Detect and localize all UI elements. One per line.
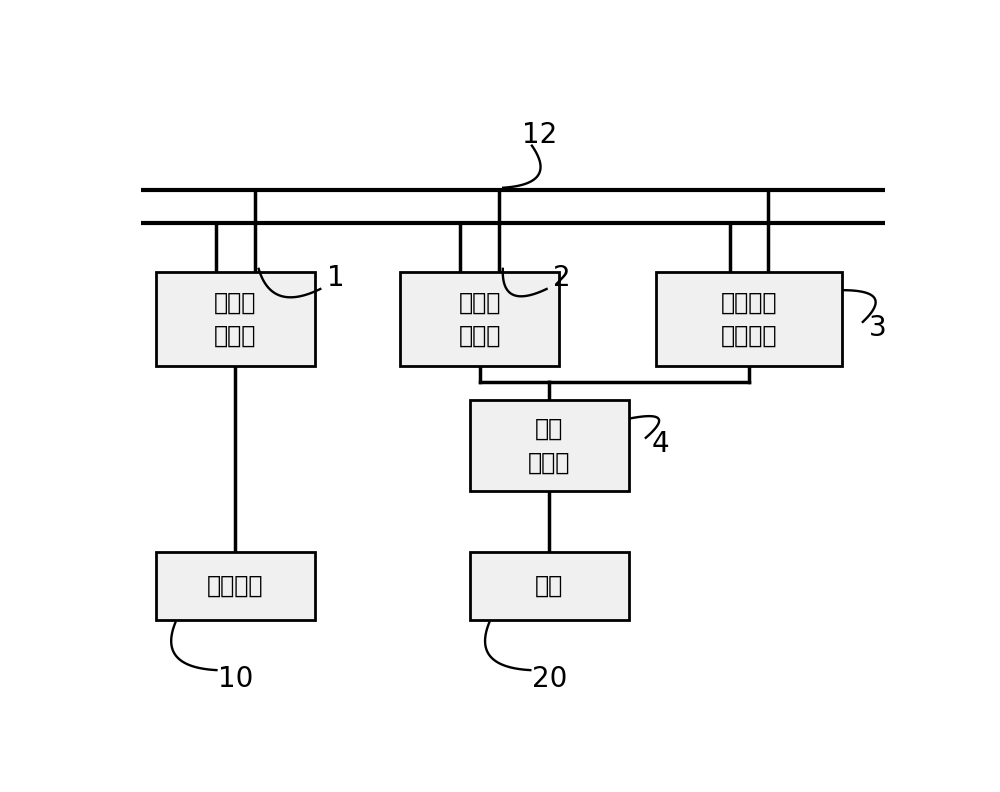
Bar	[156, 272, 315, 367]
Text: 移动终端: 移动终端	[207, 574, 264, 598]
Text: 4: 4	[652, 430, 670, 458]
Text: 座椅状态
检测单元: 座椅状态 检测单元	[721, 291, 777, 348]
Text: 座椅
控制器: 座椅 控制器	[528, 417, 570, 474]
Bar	[656, 272, 842, 367]
Text: 座椅控
制模块: 座椅控 制模块	[458, 291, 501, 348]
Text: 座椅: 座椅	[535, 574, 563, 598]
Text: 12: 12	[522, 120, 557, 149]
Text: 车身控
制模块: 车身控 制模块	[214, 291, 257, 348]
Text: 3: 3	[869, 314, 887, 342]
Text: 20: 20	[532, 665, 567, 693]
Text: 1: 1	[326, 264, 344, 292]
Bar	[470, 553, 629, 619]
Bar	[400, 272, 559, 367]
Bar	[156, 553, 315, 619]
Text: 10: 10	[218, 665, 254, 693]
Text: 2: 2	[553, 264, 570, 292]
Bar	[470, 400, 629, 491]
